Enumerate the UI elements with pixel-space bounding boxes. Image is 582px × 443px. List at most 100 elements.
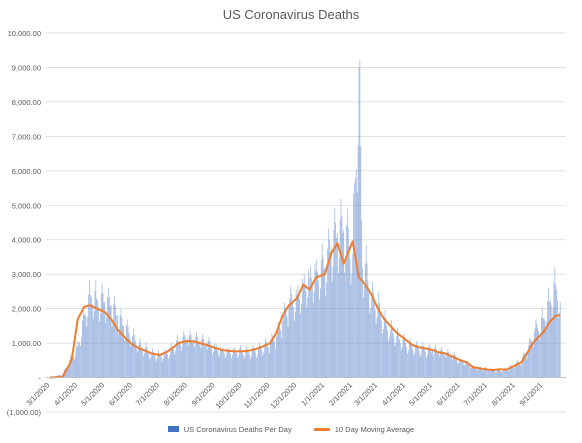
bar-deaths-per-day [525,355,527,378]
x-tick-label: 7/1/2021 [462,381,489,408]
bar-deaths-per-day [290,286,292,378]
bar-deaths-per-day [165,353,167,378]
bar-deaths-per-day [503,369,504,378]
bar-deaths-per-day [361,220,363,378]
bar-deaths-per-day [172,347,174,378]
bar-deaths-per-day [90,296,92,378]
bar-deaths-per-day [302,278,303,378]
y-tick-label: - [39,374,42,383]
bar-deaths-per-day [293,307,294,378]
bar-deaths-per-day [431,352,433,378]
bar-deaths-per-day [127,326,129,378]
bar-deaths-per-day [316,259,318,378]
bar-deaths-per-day [166,353,168,378]
bar-deaths-per-day [359,60,361,378]
bar-deaths-per-day [404,338,406,378]
bar-deaths-per-day [430,350,432,378]
bar-deaths-per-day [180,350,182,378]
bar-deaths-per-day [256,357,257,378]
bar-deaths-per-day [178,341,179,378]
y-tick-label: 2,000.00 [12,305,41,314]
bar-deaths-per-day [132,336,133,378]
bar-deaths-per-day [69,360,71,378]
bar-deaths-per-day [459,358,460,378]
bar-deaths-per-day [150,357,151,378]
bar-deaths-per-day [276,336,277,378]
bar-deaths-per-day [507,370,509,378]
bar-deaths-per-day [393,337,395,378]
bar-deaths-per-day [120,309,122,378]
bar-deaths-per-day [238,355,239,378]
bar-deaths-per-day [231,357,232,378]
bar-deaths-per-day [474,367,476,378]
bar-deaths-per-day [549,300,551,378]
y-tick-label: 4,000.00 [12,236,41,245]
bar-deaths-per-day [435,348,437,378]
bar-deaths-per-day [181,346,183,378]
bar-deaths-per-day [367,280,369,378]
bar-deaths-per-day [195,337,196,378]
bar-deaths-per-day [73,357,74,378]
bar-deaths-per-day [275,348,276,378]
bar-deaths-per-day [217,350,219,378]
bar-deaths-per-day [412,349,414,378]
bar-deaths-per-day [349,259,351,378]
bar-deaths-per-day [80,345,81,378]
bar-deaths-per-day [449,355,451,378]
bar-deaths-per-day [336,237,337,378]
bar-deaths-per-day [514,368,515,378]
bar-deaths-per-day [169,355,170,378]
bar-deaths-per-day [294,311,296,378]
bar-deaths-per-day [319,299,320,378]
bar-deaths-per-day [155,360,157,378]
bar-deaths-per-day [536,323,538,378]
bar-deaths-per-day [240,348,242,378]
bar-deaths-per-day [103,302,105,378]
bar-deaths-per-day [211,348,213,378]
bar-deaths-per-day [425,351,426,378]
bar-deaths-per-day [221,349,222,378]
bar-deaths-per-day [137,349,139,378]
bar-deaths-per-day [334,208,336,378]
bar-deaths-per-day [398,333,399,378]
x-tick-label: 12/1/2020 [268,381,298,411]
bar-deaths-per-day [419,356,421,378]
bar-deaths-per-day [310,266,311,378]
bar-deaths-per-day [526,358,528,378]
bar-deaths-per-day [274,342,275,378]
bar-deaths-per-day [382,329,384,378]
bar-deaths-per-day [122,325,124,378]
bar-deaths-per-day [302,284,304,378]
bar-deaths-per-day [205,346,206,378]
y-tick-label: 7,000.00 [12,132,41,141]
bar-deaths-per-day [307,297,309,378]
bar-deaths-per-day [346,225,347,378]
bar-deaths-per-day [394,346,396,378]
bar-deaths-per-day [144,348,146,378]
bar-deaths-per-day [528,345,530,378]
bar-deaths-per-day [303,274,305,378]
bar-deaths-per-day [471,364,473,378]
bar-deaths-per-day [491,367,493,378]
bar-deaths-per-day [390,329,391,378]
bar-deaths-per-day [264,343,266,378]
bar-deaths-per-day [93,311,95,378]
bar-deaths-per-day [188,335,190,378]
bar-deaths-per-day [505,368,506,378]
bar-deaths-per-day [295,289,297,378]
bar-deaths-per-day [160,355,161,378]
bar-deaths-per-day [322,257,324,378]
bar-deaths-per-day [153,354,155,378]
bar-deaths-per-day [121,317,123,378]
bar-deaths-per-day [276,330,278,378]
bar-deaths-per-day [499,370,501,378]
bar-deaths-per-day [91,304,93,378]
bar-deaths-per-day [451,355,452,378]
bar-deaths-per-day [236,353,238,378]
bar-deaths-per-day [81,337,82,378]
bar-deaths-per-day [117,315,118,378]
bar-deaths-per-day [71,356,72,378]
bar-deaths-per-day [434,344,436,378]
bar-deaths-per-day [97,300,98,378]
